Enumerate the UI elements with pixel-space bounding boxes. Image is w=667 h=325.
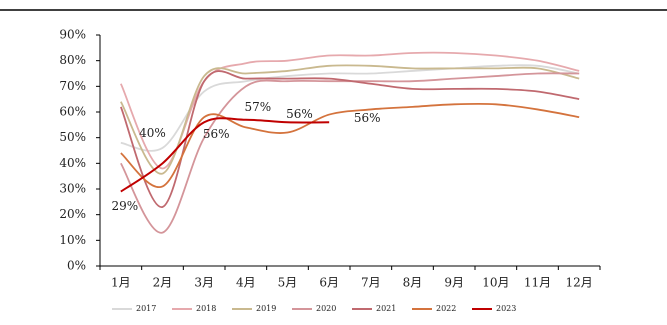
series-line	[120, 70, 580, 208]
legend-label: 2021	[376, 304, 396, 313]
x-tick-label: 7月	[361, 276, 381, 290]
data-label: 56%	[286, 107, 313, 121]
y-tick-label: 40%	[59, 156, 86, 170]
x-tick-label: 10月	[482, 276, 509, 290]
y-tick-label: 10%	[59, 233, 86, 247]
y-tick-label: 60%	[59, 105, 86, 119]
series-line	[120, 64, 580, 175]
y-tick-label: 50%	[59, 130, 86, 144]
x-tick-label: 2月	[153, 276, 173, 290]
data-label: 56%	[203, 127, 230, 141]
data-label: 57%	[244, 100, 271, 114]
legend-label: 2020	[316, 304, 336, 313]
series-line	[120, 117, 330, 193]
x-tick-label: 1月	[111, 276, 131, 290]
x-tick-label: 11月	[524, 276, 551, 290]
legend-label: 2017	[136, 304, 156, 313]
legend-label: 2018	[196, 304, 216, 313]
y-tick-label: 80%	[59, 53, 86, 67]
data-label: 29%	[111, 199, 138, 213]
y-tick-label: 20%	[59, 207, 86, 221]
x-tick-label: 4月	[236, 276, 256, 290]
x-tick-label: 8月	[403, 276, 423, 290]
x-tick-label: 3月	[194, 276, 214, 290]
y-tick-label: 0%	[67, 259, 86, 273]
y-tick-label: 30%	[59, 182, 86, 196]
y-tick-label: 70%	[59, 79, 86, 93]
legend-label: 2022	[436, 304, 456, 313]
legend: 2017 2018 2019 2020 2021 2022 2023	[112, 304, 516, 313]
data-label: 40%	[139, 126, 166, 140]
data-label: 56%	[354, 111, 381, 125]
legend-label: 2019	[256, 304, 276, 313]
x-tick-label: 9月	[444, 276, 464, 290]
legend-label: 2023	[496, 304, 516, 313]
x-tick-label: 12月	[566, 276, 593, 290]
x-tick-label: 6月	[319, 276, 339, 290]
series-line	[120, 72, 580, 234]
x-tick-label: 5月	[278, 276, 298, 290]
y-tick-label: 90%	[59, 28, 86, 42]
